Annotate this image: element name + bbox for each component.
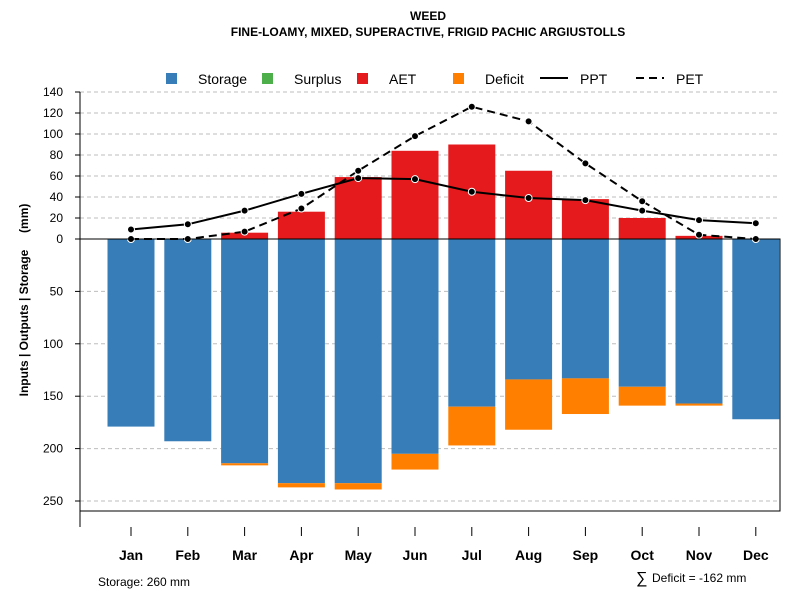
pet-point [411,132,419,141]
pet-point [638,197,647,206]
ppt-point [695,216,703,225]
series-lines [127,102,760,243]
y-tick-label: 0 [56,232,63,246]
pet-point [354,166,363,175]
storage-bar [448,239,496,407]
chart-title: WEED [410,9,446,23]
y-tick-label: 60 [50,169,64,183]
ppt-point [638,206,647,215]
aet-bar [561,199,609,239]
legend-deficit-label: Deficit [485,71,524,87]
pet-point [524,117,533,126]
x-tick-label: Apr [289,547,314,563]
chart-subtitle: FINE-LOAMY, MIXED, SUPERACTIVE, FRIGID P… [231,25,625,39]
storage-bar [107,239,155,427]
ppt-point [411,175,419,184]
deficit-bar [391,453,439,470]
aet-bar [277,211,325,239]
x-tick-label: May [345,547,372,563]
y-tick-label: 40 [50,190,64,204]
y-tick-label: 20 [50,211,64,225]
x-tick-label: Mar [232,547,257,563]
aet-bar [221,232,269,239]
x-tick-label: Jul [462,547,482,563]
x-tick-label: Aug [515,547,542,563]
deficit-bar [277,483,325,488]
y-tick-label: 100 [43,337,63,351]
storage-note: Storage: 260 mm [98,575,190,589]
x-tick-label: Feb [175,547,200,563]
legend-ppt-label: PPT [580,71,608,87]
ppt-point [467,187,476,196]
ppt-point [524,194,533,203]
y-tick-label: 250 [43,494,63,508]
storage-bar [164,239,212,442]
aet-bar [505,170,553,239]
deficit-bar [334,483,382,490]
pet-line [131,105,756,240]
deficit-symbol: ∑ [636,570,647,587]
deficit-bar [505,379,553,430]
x-tick-label: Jan [119,547,143,563]
ppt-point [297,189,306,198]
y-tick-label: 100 [43,127,63,141]
pet-point [581,159,590,168]
x-tick-label: Nov [686,547,713,563]
y-tick-label: 200 [43,442,63,456]
legend-storage-label: Storage [198,71,247,87]
aet-bar [618,218,666,239]
deficit-note: Deficit = -162 mm [652,571,746,585]
ppt-line [130,177,756,231]
legend-aet-swatch [357,73,368,84]
ppt-point [127,225,135,234]
legend-aet-label: AET [389,71,417,87]
axes: 0 20 40 60 80 100 120 140 50 100 150 200 250 Jan Feb Ma… [43,85,780,563]
pet-point [695,230,703,239]
pet-point [297,204,306,213]
y-tick-label: 50 [50,284,64,298]
x-tick-label: Oct [631,547,655,563]
pet-point [467,102,476,111]
storage-bar [561,239,609,379]
x-tick-label: Dec [743,547,769,563]
y-axis-label: Inputs | Outputs | Storage (mm) [17,204,31,397]
legend-storage-swatch [166,73,177,84]
y-tick-label: 140 [43,85,63,99]
ppt-point [240,206,249,215]
storage-bar [334,239,382,484]
deficit-bar [618,386,666,406]
y-tick-label: 150 [43,389,63,403]
storage-bar [618,239,666,387]
storage-bar [391,239,439,454]
legend-surplus-label: Surplus [294,71,341,87]
legend-pet-label: PET [676,71,704,87]
bars [107,144,780,490]
ppt-point [183,220,192,229]
ppt-point [354,174,363,183]
x-tick-label: Jun [403,547,428,563]
deficit-bar [221,463,269,466]
storage-bar [221,239,269,464]
ppt-point [751,219,760,228]
storage-bar [277,239,325,484]
deficit-bar [561,378,609,415]
legend: Storage Surplus AET Deficit PPT PET [166,71,704,87]
y-tick-label: 120 [43,106,63,120]
storage-bar [732,239,780,420]
deficit-bar [675,403,723,406]
legend-surplus-swatch [262,73,273,84]
storage-bar [505,239,553,380]
deficit-bar [448,406,496,446]
legend-deficit-swatch [453,73,464,84]
pet-point [240,227,249,236]
ppt-point [581,196,590,205]
x-tick-label: Sep [573,547,599,563]
storage-bar [675,239,723,404]
aet-bar [334,177,382,239]
aet-bar [391,150,439,239]
y-tick-label: 80 [50,148,64,162]
